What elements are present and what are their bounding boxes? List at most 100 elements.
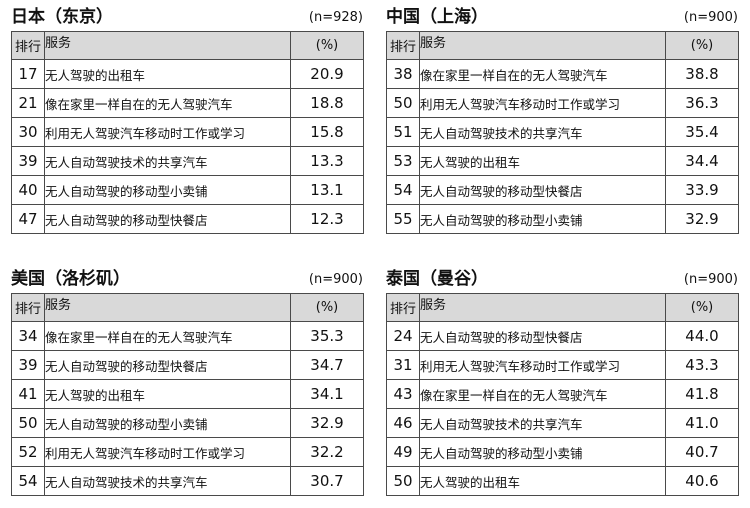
- table-row: 31 利用无人驾驶汽车移动时工作或学习 43.3: [386, 350, 739, 380]
- header-row: 排行 服务 (%): [11, 293, 364, 322]
- rank-cell: 39: [11, 146, 45, 176]
- rank-cell: 52: [11, 437, 45, 467]
- percent-cell: 34.4: [665, 146, 739, 176]
- rank-cell: 50: [386, 88, 420, 118]
- service-cell: 利用无人驾驶汽车移动时工作或学习: [44, 117, 291, 147]
- service-cell: 像在家里一样自在的无人驾驶汽车: [419, 59, 666, 89]
- ranking-table: 排行 服务 (%) 24 无人自动驾驶的移动型快餐店 44.0 31 利用无人驾驶汽车移动时工…: [386, 293, 739, 496]
- percent-cell: 32.2: [290, 437, 364, 467]
- table-row: 50 无人自动驾驶的移动型小卖铺 32.9: [11, 408, 364, 438]
- table-row: 54 无人自动驾驶技术的共享汽车 30.7: [11, 466, 364, 496]
- service-cell: 像在家里一样自在的无人驾驶汽车: [44, 321, 291, 351]
- sample-size: (n=900): [308, 272, 363, 287]
- table-row: 50 无人驾驶的出租车 40.6: [386, 466, 739, 496]
- ranking-block-japan-tokyo: 日本（东京） (n=928) 排行 服务 (%) 17 无人驾驶的出租车 20.9 21 像在家里…: [11, 6, 364, 246]
- rank-cell: 38: [386, 59, 420, 89]
- rank-cell: 39: [11, 350, 45, 380]
- percent-cell: 38.8: [665, 59, 739, 89]
- percent-cell: 41.0: [665, 408, 739, 438]
- rank-cell: 21: [11, 88, 45, 118]
- rank-cell: 51: [386, 117, 420, 147]
- percent-cell: 32.9: [290, 408, 364, 438]
- rank-cell: 54: [11, 466, 45, 496]
- table-row: 17 无人驾驶的出租车 20.9: [11, 59, 364, 89]
- table-row: 41 无人驾驶的出租车 34.1: [11, 379, 364, 409]
- service-cell: 无人自动驾驶技术的共享汽车: [419, 117, 666, 147]
- rank-column-header: 排行: [386, 293, 420, 322]
- service-cell: 无人自动驾驶技术的共享汽车: [419, 408, 666, 438]
- rank-cell: 24: [386, 321, 420, 351]
- service-cell: 无人驾驶的出租车: [419, 146, 666, 176]
- service-cell: 无人自动驾驶的移动型小卖铺: [419, 437, 666, 467]
- service-column-header: 服务: [44, 293, 291, 322]
- percent-column-header: (%): [665, 293, 739, 322]
- ranking-block-usa-los-angeles: 美国（洛杉矶） (n=900) 排行 服务 (%) 34 像在家里一样自在的无人驾驶汽车 35…: [11, 268, 364, 508]
- ranking-table: 排行 服务 (%) 34 像在家里一样自在的无人驾驶汽车 35.3 39 无人自动驾驶的移动型…: [11, 293, 364, 496]
- block-header: 美国（洛杉矶） (n=900): [11, 268, 363, 292]
- rank-cell: 17: [11, 59, 45, 89]
- percent-column-header: (%): [665, 31, 739, 60]
- rank-cell: 49: [386, 437, 420, 467]
- service-column-header: 服务: [419, 293, 666, 322]
- table-row: 30 利用无人驾驶汽车移动时工作或学习 15.8: [11, 117, 364, 147]
- service-cell: 无人自动驾驶技术的共享汽车: [44, 146, 291, 176]
- service-cell: 利用无人驾驶汽车移动时工作或学习: [44, 437, 291, 467]
- table-row: 38 像在家里一样自在的无人驾驶汽车 38.8: [386, 59, 739, 89]
- ranking-table: 排行 服务 (%) 38 像在家里一样自在的无人驾驶汽车 38.8 50 利用无人驾驶汽车移动…: [386, 31, 739, 234]
- rank-cell: 53: [386, 146, 420, 176]
- percent-cell: 15.8: [290, 117, 364, 147]
- table-row: 40 无人自动驾驶的移动型小卖铺 13.1: [11, 175, 364, 205]
- percent-cell: 36.3: [665, 88, 739, 118]
- table-row: 53 无人驾驶的出租车 34.4: [386, 146, 739, 176]
- service-cell: 无人自动驾驶的移动型小卖铺: [44, 175, 291, 205]
- block-title: 日本（东京）: [11, 7, 113, 27]
- table-row: 55 无人自动驾驶的移动型小卖铺 32.9: [386, 204, 739, 234]
- percent-cell: 13.1: [290, 175, 364, 205]
- ranking-block-thailand-bangkok: 泰国（曼谷） (n=900) 排行 服务 (%) 24 无人自动驾驶的移动型快餐店 44.0 3…: [386, 268, 739, 508]
- sample-size: (n=928): [308, 10, 363, 25]
- service-cell: 无人自动驾驶技术的共享汽车: [44, 466, 291, 496]
- table-row: 39 无人自动驾驶的移动型快餐店 34.7: [11, 350, 364, 380]
- rank-cell: 47: [11, 204, 45, 234]
- header-row: 排行 服务 (%): [386, 31, 739, 60]
- table-row: 39 无人自动驾驶技术的共享汽车 13.3: [11, 146, 364, 176]
- table-row: 43 像在家里一样自在的无人驾驶汽车 41.8: [386, 379, 739, 409]
- rank-cell: 40: [11, 175, 45, 205]
- table-row: 50 利用无人驾驶汽车移动时工作或学习 36.3: [386, 88, 739, 118]
- percent-cell: 32.9: [665, 204, 739, 234]
- rank-cell: 43: [386, 379, 420, 409]
- service-cell: 无人自动驾驶的移动型小卖铺: [44, 408, 291, 438]
- table-row: 51 无人自动驾驶技术的共享汽车 35.4: [386, 117, 739, 147]
- percent-cell: 35.3: [290, 321, 364, 351]
- header-row: 排行 服务 (%): [11, 31, 364, 60]
- percent-column-header: (%): [290, 31, 364, 60]
- percent-cell: 41.8: [665, 379, 739, 409]
- rank-cell: 41: [11, 379, 45, 409]
- service-cell: 无人自动驾驶的移动型快餐店: [44, 204, 291, 234]
- percent-cell: 43.3: [665, 350, 739, 380]
- percent-cell: 34.7: [290, 350, 364, 380]
- rank-column-header: 排行: [11, 293, 45, 322]
- service-cell: 利用无人驾驶汽车移动时工作或学习: [419, 350, 666, 380]
- percent-cell: 34.1: [290, 379, 364, 409]
- sample-size: (n=900): [683, 10, 738, 25]
- percent-cell: 40.6: [665, 466, 739, 496]
- table-row: 34 像在家里一样自在的无人驾驶汽车 35.3: [11, 321, 364, 351]
- service-cell: 像在家里一样自在的无人驾驶汽车: [419, 379, 666, 409]
- block-title: 中国（上海）: [386, 7, 488, 27]
- percent-cell: 20.9: [290, 59, 364, 89]
- rank-cell: 50: [386, 466, 420, 496]
- service-cell: 无人驾驶的出租车: [419, 466, 666, 496]
- rank-cell: 34: [11, 321, 45, 351]
- percent-cell: 40.7: [665, 437, 739, 467]
- rank-cell: 46: [386, 408, 420, 438]
- table-row: 54 无人自动驾驶的移动型快餐店 33.9: [386, 175, 739, 205]
- service-cell: 无人驾驶的出租车: [44, 59, 291, 89]
- ranking-table: 排行 服务 (%) 17 无人驾驶的出租车 20.9 21 像在家里一样自在的无人驾驶汽车 18…: [11, 31, 364, 234]
- table-row: 46 无人自动驾驶技术的共享汽车 41.0: [386, 408, 739, 438]
- rank-column-header: 排行: [11, 31, 45, 60]
- service-cell: 无人自动驾驶的移动型小卖铺: [419, 204, 666, 234]
- rank-column-header: 排行: [386, 31, 420, 60]
- percent-cell: 33.9: [665, 175, 739, 205]
